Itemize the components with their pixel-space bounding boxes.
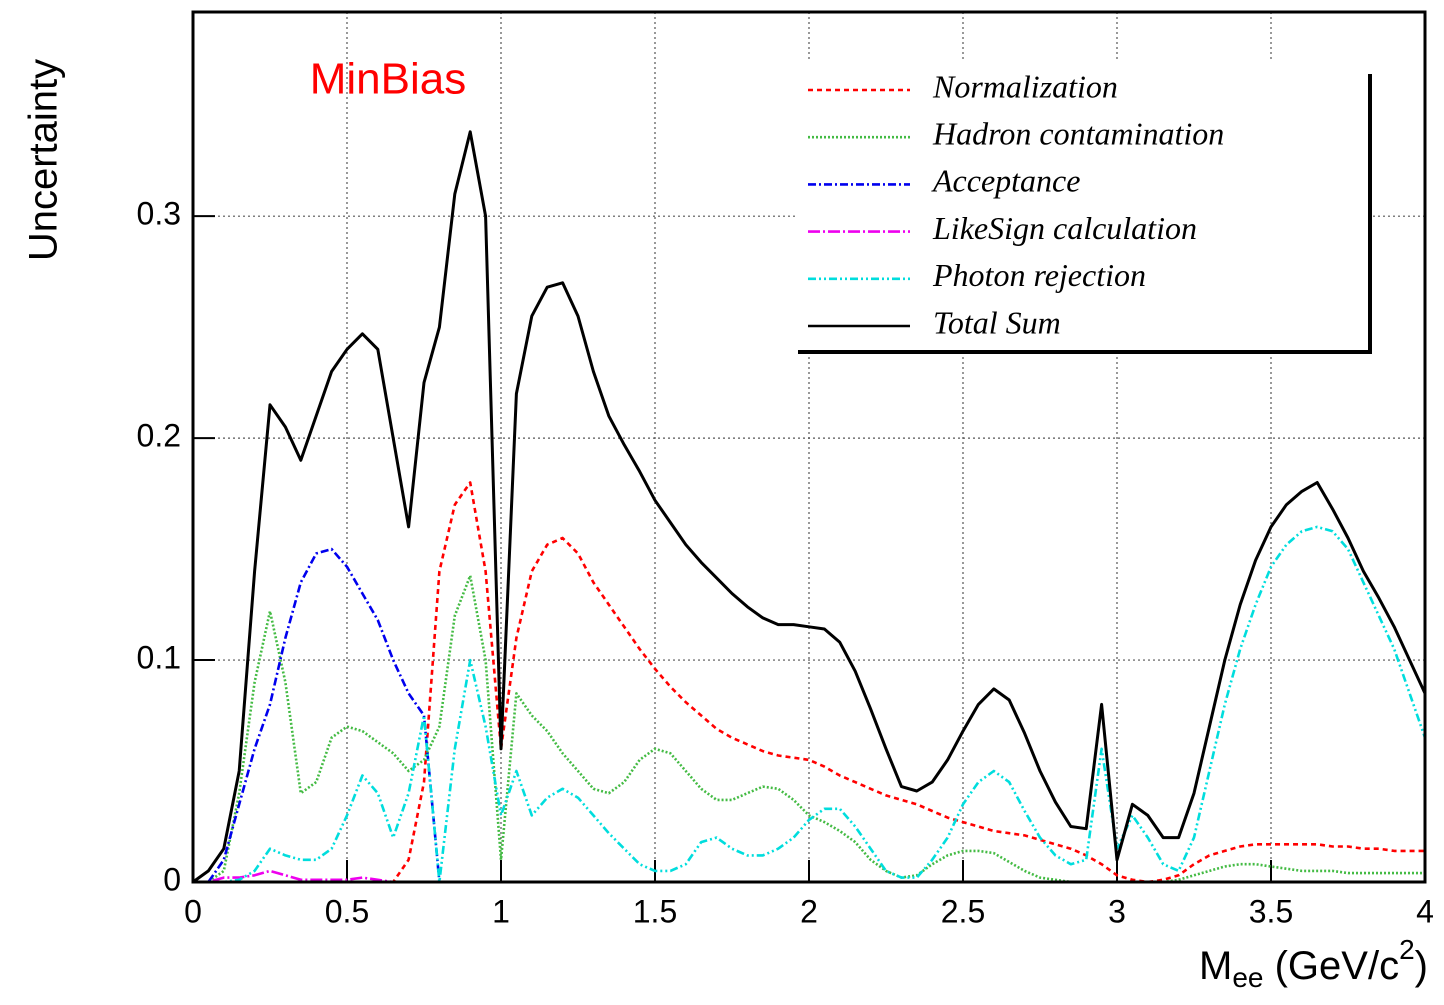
x-tick-label: 3.5 bbox=[1249, 893, 1293, 929]
y-axis-label: Uncertainty bbox=[22, 59, 66, 261]
y-tick-label: 0.3 bbox=[137, 196, 181, 232]
x-axis-label-part: M bbox=[1199, 944, 1232, 988]
series-line bbox=[193, 574, 1425, 884]
legend-label: Normalization bbox=[932, 68, 1118, 104]
y-tick-label: 0 bbox=[163, 861, 181, 897]
y-tick-label: 0.1 bbox=[137, 640, 181, 676]
legend-label: Total Sum bbox=[933, 304, 1061, 340]
x-tick-label: 1.5 bbox=[633, 893, 677, 929]
legend-label: Acceptance bbox=[931, 163, 1080, 199]
x-tick-label: 2.5 bbox=[941, 893, 985, 929]
annotation: MinBias bbox=[310, 55, 467, 104]
x-axis-label-part: 2 bbox=[1399, 934, 1415, 965]
y-tick-label: 0.2 bbox=[137, 418, 181, 454]
series-line bbox=[193, 525, 1427, 884]
legend-label: LikeSign calculation bbox=[932, 210, 1197, 246]
x-tick-label: 0 bbox=[184, 893, 202, 929]
x-tick-label: 3 bbox=[1108, 893, 1126, 929]
x-axis-label: Mee (GeV/c2) bbox=[1199, 934, 1428, 993]
legend-label: Hadron contamination bbox=[932, 116, 1224, 152]
series-line bbox=[192, 130, 1427, 884]
plot-frame bbox=[191, 10, 1427, 884]
x-tick-label: 2 bbox=[800, 893, 818, 929]
x-tick-label: 0.5 bbox=[325, 893, 369, 929]
x-axis-label-part: ) bbox=[1415, 944, 1428, 988]
series-line bbox=[193, 481, 1425, 884]
x-tick-label: 1 bbox=[492, 893, 510, 929]
legend-box bbox=[798, 62, 1372, 352]
x-tick-label: 4 bbox=[1416, 893, 1434, 929]
legend-label: Photon rejection bbox=[932, 257, 1146, 293]
x-axis-label-part: (GeV/c bbox=[1264, 944, 1400, 988]
x-axis-label-part: ee bbox=[1232, 962, 1263, 993]
legend-shadow bbox=[798, 74, 1372, 354]
